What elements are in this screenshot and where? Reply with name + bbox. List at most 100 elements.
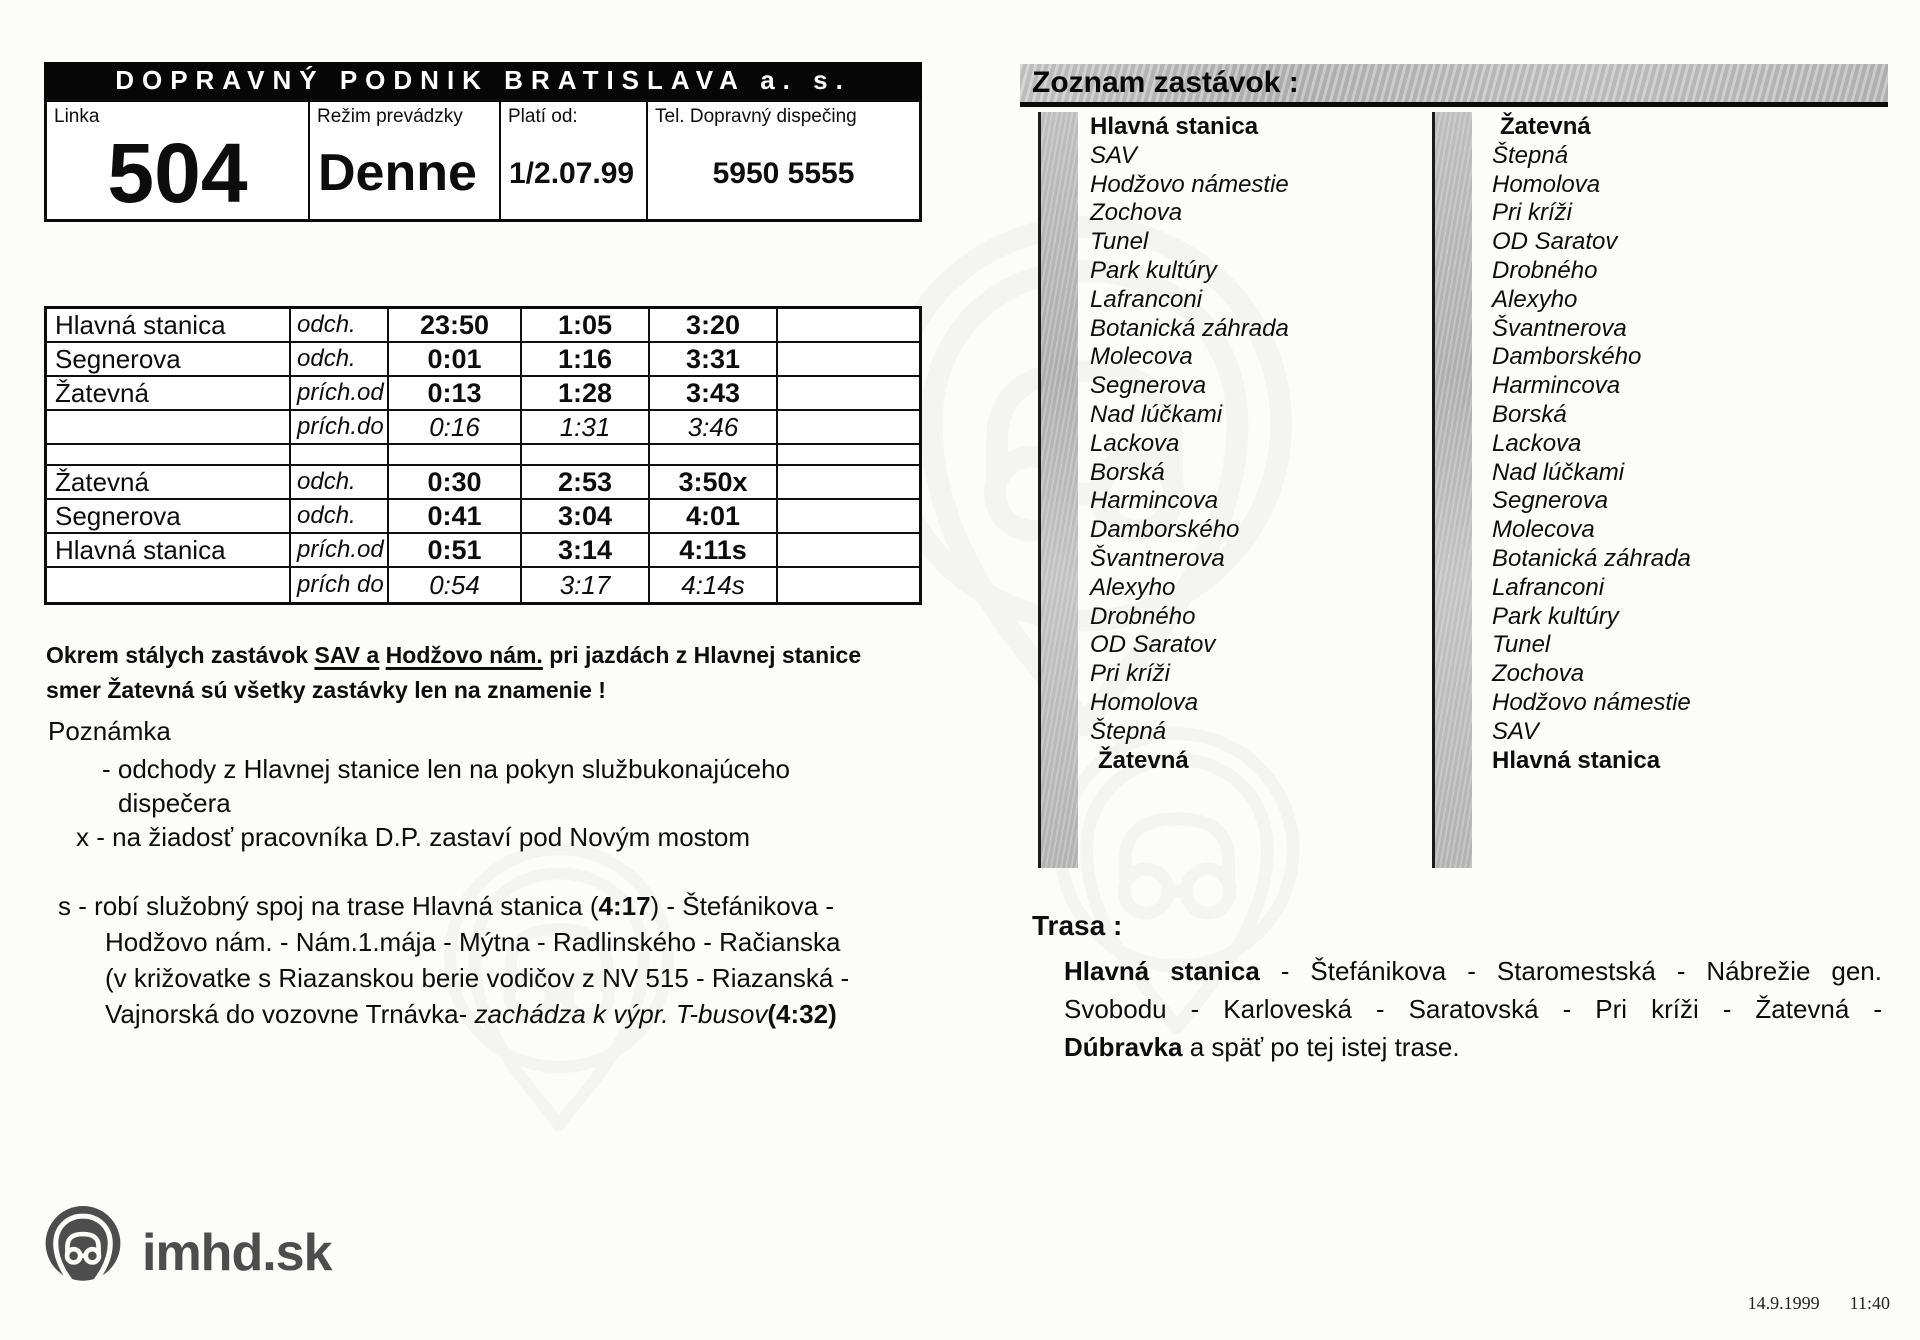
time-cell (778, 309, 909, 341)
time-cell: 3:17 (522, 568, 650, 602)
time-cell: 0:01 (389, 343, 522, 375)
timetable: Hlavná stanica odch. 23:50 1:05 3:20 Segnerov… (44, 306, 922, 605)
service-trip-note-line: Hodžovo nám. - Nám.1.mája - Mýtna - Radl… (105, 924, 849, 960)
timetable-row: prích do 0:54 3:17 4:14s (47, 568, 919, 602)
stop-list-item: Švantnerova (1492, 314, 1627, 342)
line-number-label: Linka (54, 106, 100, 127)
text-segment: SAV a (314, 642, 380, 668)
line-number-cell: Linka 504 (47, 102, 310, 219)
stop-list-item: Park kultúry (1090, 256, 1217, 284)
stop-list-item: Drobného (1492, 256, 1598, 284)
time-cell: 3:43 (650, 377, 778, 409)
time-cell: 0:30 (389, 466, 522, 498)
time-cell: 3:14 (522, 534, 650, 566)
time-cell: 23:50 (389, 309, 522, 341)
text-segment: Hodžovo nám. (385, 642, 543, 668)
stop-list-item: Damborského (1492, 343, 1642, 371)
text-segment: s - robí služobný spoj na trase Hlavná s… (58, 891, 599, 921)
stop-list-item: OD Saratov (1492, 228, 1618, 256)
stop-list-item: OD Saratov (1090, 631, 1216, 659)
stop-list-item: Lackova (1492, 429, 1582, 457)
time-cell (778, 534, 909, 566)
stop-list-item: Tunel (1492, 631, 1551, 659)
time-type-cell: odch. (291, 500, 389, 532)
time-cell: 4:01 (650, 500, 778, 532)
service-trip-note-line: s - robí služobný spoj na trase Hlavná s… (58, 888, 849, 924)
time-cell (778, 466, 909, 498)
timetable-row: Hlavná stanica prích.od 0:51 3:14 4:11s (47, 534, 919, 568)
time-cell: 4:11s (650, 534, 778, 566)
text-segment: (4:32) (767, 999, 837, 1029)
text-segment: ) - Štefánikova - (650, 891, 835, 921)
stop-list-item: SAV (1090, 141, 1137, 169)
stop-list-item: Švantnerova (1090, 544, 1225, 572)
service-trip-note-line: (v križovatke s Riazanskou berie vodičov… (105, 960, 849, 996)
company-header-bar: DOPRAVNÝ PODNIK BRATISLAVA a. s. (44, 62, 922, 99)
stop-list-item: Hlavná stanica (1492, 746, 1661, 774)
bus-location-pin-icon (44, 1206, 122, 1306)
stop-list-header-bar: Zoznam zastávok : (1020, 64, 1888, 107)
time-cell: 1:31 (522, 411, 650, 443)
stop-list-item: Pri kríži (1090, 660, 1170, 688)
stop-name-cell: Žatevná (47, 377, 291, 409)
remark-line: dispečera (118, 788, 231, 818)
dispatch-phone-cell: Tel. Dopravný dispečing 5950 5555 (648, 102, 919, 219)
stop-list-item: Hodžovo námestie (1492, 688, 1691, 716)
stop-list-item: Hodžovo námestie (1090, 170, 1289, 198)
stop-list-item: Borská (1090, 458, 1165, 486)
time-cell (522, 445, 650, 464)
stop-list-item: Drobného (1090, 602, 1196, 630)
text-segment: Okrem stálych zastávok (46, 642, 315, 668)
line-number-value: 504 (107, 125, 248, 220)
stop-list-item: Harmincova (1492, 372, 1621, 400)
stop-list-title: Zoznam zastávok : (1032, 66, 1299, 99)
operation-mode-cell: Režim prevádzky Denne (310, 102, 501, 219)
time-cell: 2:53 (522, 466, 650, 498)
time-cell: 0:16 (389, 411, 522, 443)
stop-list-item: Botanická záhrada (1492, 544, 1691, 572)
text-segment: (v križovatke s Riazanskou berie vodičov… (105, 963, 850, 993)
time-cell: 3:31 (650, 343, 778, 375)
remark-title: Poznámka (48, 716, 171, 746)
route-description: Hlavná stanica - Štefánikova - Staromest… (1064, 952, 1882, 1066)
time-cell (778, 445, 909, 464)
bus-pin-watermark-icon (1048, 726, 1306, 1046)
text-segment: pri jazdách z Hlavnej stanice (542, 642, 862, 668)
stop-name-cell (47, 445, 291, 464)
time-cell: 0:41 (389, 500, 522, 532)
timetable-row (47, 445, 919, 466)
time-cell: 0:13 (389, 377, 522, 409)
time-cell (389, 445, 522, 464)
valid-from-label: Platí od: (508, 106, 578, 127)
stop-list-item: Botanická záhrada (1090, 314, 1289, 342)
text-segment: 4:17 (598, 891, 651, 921)
stop-name-cell: Žatevná (47, 466, 291, 498)
remark-line: x - na žiadosť pracovníka D.P. zastaví p… (76, 822, 750, 852)
timetable-row: Segnerova odch. 0:01 1:16 3:31 (47, 343, 919, 377)
service-trip-note: s - robí služobný spoj na trase Hlavná s… (58, 888, 849, 1032)
print-time: 11:40 (1849, 1293, 1890, 1313)
bus-pin-watermark-icon (438, 842, 680, 1142)
time-cell: 3:50x (650, 466, 778, 498)
stop-name-cell: Hlavná stanica (47, 534, 291, 566)
stop-list-item: Nad lúčkami (1492, 458, 1625, 486)
timetable-row: Žatevná odch. 0:30 2:53 3:50x (47, 466, 919, 500)
stop-list-item: SAV (1492, 717, 1539, 745)
stop-list-item: Segnerova (1090, 372, 1207, 400)
route-description-line: Dúbravka a späť po tej istej trase. (1064, 1028, 1882, 1066)
stop-list-item: Nad lúčkami (1090, 400, 1223, 428)
direction-bar-right (1432, 112, 1472, 868)
stop-list-item: Alexyho (1492, 285, 1578, 313)
time-cell: 0:54 (389, 568, 522, 602)
remark-line: - odchody z Hlavnej stanice len na pokyn… (102, 754, 790, 784)
stop-list-item: Žatevná (1500, 113, 1591, 140)
time-cell: 0:51 (389, 534, 522, 566)
stop-list-item: Pri kríži (1492, 199, 1572, 227)
timetable-row: Žatevná prích.od 0:13 1:28 3:43 (47, 377, 919, 411)
stop-list-item: Homolova (1090, 688, 1199, 716)
stop-list-item: Borská (1492, 400, 1567, 428)
stop-list-item: Park kultúry (1492, 602, 1619, 630)
stop-list-item: Tunel (1090, 228, 1149, 256)
stop-list-return: Žatevná Štepná Homolova Pri kríži OD Saratov… (1492, 113, 1691, 775)
